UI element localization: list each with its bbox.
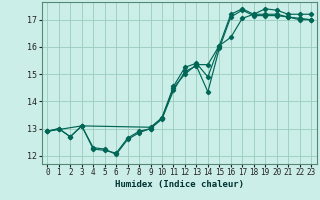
X-axis label: Humidex (Indice chaleur): Humidex (Indice chaleur) xyxy=(115,180,244,189)
